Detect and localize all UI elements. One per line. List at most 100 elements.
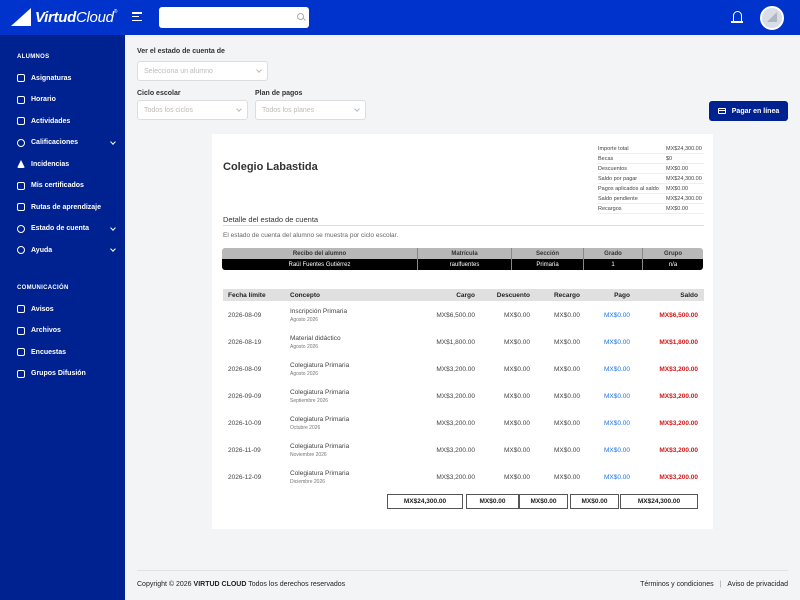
student-cell: Primaria	[512, 259, 584, 270]
sidebar-item[interactable]: Archivos	[17, 323, 115, 339]
summary-row: Pagos aplicados al saldo MX$0.00	[598, 184, 704, 194]
detail-subtitle: El estado de cuenta del alumno se muestr…	[223, 232, 399, 239]
summary-value: MX$24,300.00	[666, 175, 702, 182]
sidebar-item[interactable]: Calificaciones	[17, 135, 116, 151]
summary-box: Importe total MX$24,300.00 Becas $0 Descuent…	[598, 144, 704, 214]
total-payment: MX$0.00	[570, 494, 619, 509]
student-cell: n/a	[668, 261, 678, 268]
logo[interactable]: VirtudCloud®	[11, 8, 117, 26]
col-concept: Concepto	[290, 291, 320, 299]
search-icon[interactable]	[297, 13, 304, 20]
cell-date: 2026-08-09	[228, 312, 262, 319]
brand-mark: ®	[113, 8, 118, 15]
table-row: 2026-10-09 MX$3,200.00 MX$0.00 MX$0.00 MX$0.…	[223, 411, 704, 438]
cell-payment[interactable]: MX$0.00	[603, 420, 630, 427]
total-charge: MX$24,300.00	[387, 494, 463, 509]
cell-payment[interactable]: MX$0.00	[603, 447, 630, 454]
cycle-select[interactable]: Todos los ciclos	[137, 100, 248, 120]
sidebar-item-label: Ayuda	[31, 246, 53, 254]
cell-concept: Inscripción Primaria Agosto 2026	[290, 308, 347, 323]
copyright-brand: VIRTUD CLOUD	[193, 581, 247, 588]
total-balance: MX$24,300.00	[620, 494, 698, 509]
sidebar-item[interactable]: Mis certificados	[17, 178, 115, 194]
cell-balance: MX$6,500.00	[659, 312, 698, 319]
clipboard-icon	[17, 348, 25, 356]
terms-link[interactable]: Términos y condiciones	[640, 581, 714, 588]
table-row: 2026-08-09 MX$3,200.00 MX$0.00 MX$0.00 MX$0.…	[223, 357, 704, 384]
student-cell: Raúl Fuentes Gutiérrez	[222, 259, 418, 270]
sidebar-item[interactable]: Asignaturas	[17, 70, 115, 86]
cell-payment[interactable]: MX$0.00	[603, 366, 630, 373]
table-row: 2026-08-09 MX$6,500.00 MX$0.00 MX$0.00 MX$0.…	[223, 303, 704, 330]
concept-text: Colegiatura Primaria	[290, 362, 350, 369]
sidebar-item[interactable]: Estado de cuenta	[17, 221, 116, 237]
search-input[interactable]	[159, 7, 309, 28]
cell-payment[interactable]: MX$0.00	[603, 393, 630, 400]
copyright-suffix: Todos los derechos reservados	[248, 581, 346, 588]
cell-date: 2026-11-09	[228, 447, 261, 454]
sidebar-item[interactable]: Ayuda	[17, 242, 116, 258]
question-circle-icon	[17, 246, 25, 254]
sidebar-item-label: Estado de cuenta	[31, 225, 89, 232]
cell-discount: MX$0.00	[503, 447, 530, 454]
footer-separator: |	[719, 581, 722, 588]
divider	[223, 225, 704, 226]
summary-value: $0	[666, 155, 673, 162]
concept-text: Inscripción Primaria	[290, 308, 348, 315]
sidebar-item-label: Rutas de aprendizaje	[31, 203, 102, 211]
copyright-prefix: Copyright © 2026	[137, 581, 192, 588]
bell-icon[interactable]	[731, 11, 743, 23]
col-discount: Descuento	[496, 291, 530, 299]
cell-charge: MX$3,200.00	[436, 393, 475, 400]
cycle-select-placeholder: Todos los ciclos	[144, 106, 194, 114]
col-payment: Pago	[614, 291, 630, 299]
sidebar-item-label: Mis certificados	[31, 182, 84, 189]
student-table: Recibo del alumno Matrícula Sección Grad…	[222, 248, 703, 270]
sidebar-item-label: Horario	[31, 96, 56, 103]
sidebar-item-label: Archivos	[31, 327, 61, 334]
sidebar-item[interactable]: Incidencias	[17, 156, 115, 172]
sidebar-section-title: ALUMNOS	[17, 54, 50, 60]
sidebar-item[interactable]: Horario	[17, 92, 115, 108]
col-date: Fecha límite	[228, 291, 266, 299]
detail-title: Detalle del estado de cuenta	[223, 215, 319, 224]
list-icon	[17, 117, 25, 125]
cell-charge: MX$6,500.00	[436, 312, 475, 319]
cell-date: 2026-10-09	[228, 420, 262, 427]
cell-concept: Colegiatura Primaria Noviembre 2026	[290, 443, 349, 458]
cell-payment[interactable]: MX$0.00	[603, 474, 630, 481]
footer: Copyright © 2026 VIRTUD CLOUD Todos los …	[137, 570, 788, 588]
dollar-circle-icon	[17, 224, 25, 233]
concept-period: Agosto 2026	[290, 317, 319, 323]
sidebar-item[interactable]: Grupos Difusión	[17, 366, 115, 382]
pay-online-button[interactable]: Pagar en línea	[709, 101, 788, 121]
privacy-link[interactable]: Aviso de privacidad	[727, 581, 788, 588]
cell-charge: MX$3,200.00	[436, 474, 475, 481]
logo-mark-icon	[11, 8, 31, 26]
student-select[interactable]: Selecciona un alumno	[137, 61, 268, 81]
route-icon	[17, 203, 25, 211]
menu-toggle-icon[interactable]	[132, 12, 142, 21]
cell-payment[interactable]: MX$0.00	[603, 339, 630, 346]
files-icon	[17, 326, 25, 335]
sidebar-item[interactable]: Rutas de aprendizaje	[17, 199, 115, 215]
concept-text: Colegiatura Primaria	[290, 443, 350, 450]
cell-payment[interactable]: MX$0.00	[603, 312, 630, 319]
sidebar-item[interactable]: Avisos	[17, 301, 115, 317]
sidebar-item[interactable]: Encuestas	[17, 344, 115, 360]
summary-label: Becas	[598, 155, 614, 162]
cell-balance: MX$3,200.00	[659, 393, 698, 400]
sidebar-item[interactable]: Actividades	[17, 113, 115, 129]
plan-select-placeholder: Todos los planes	[262, 106, 315, 114]
avatar[interactable]	[760, 6, 784, 30]
summary-value: MX$0.00	[666, 165, 689, 172]
cell-date: 2026-12-09	[228, 474, 262, 481]
concept-text: Colegiatura Primaria	[290, 470, 350, 477]
student-table-header: Recibo del alumno Matrícula Sección Grad…	[222, 248, 703, 259]
student-header-cell: Recibo del alumno	[222, 248, 418, 259]
check-circle-icon	[17, 138, 25, 147]
concept-period: Agosto 2026	[290, 344, 319, 350]
plan-select[interactable]: Todos los planes	[255, 100, 366, 120]
student-cell: raulfuentes	[418, 259, 512, 270]
groups-icon	[17, 369, 25, 378]
